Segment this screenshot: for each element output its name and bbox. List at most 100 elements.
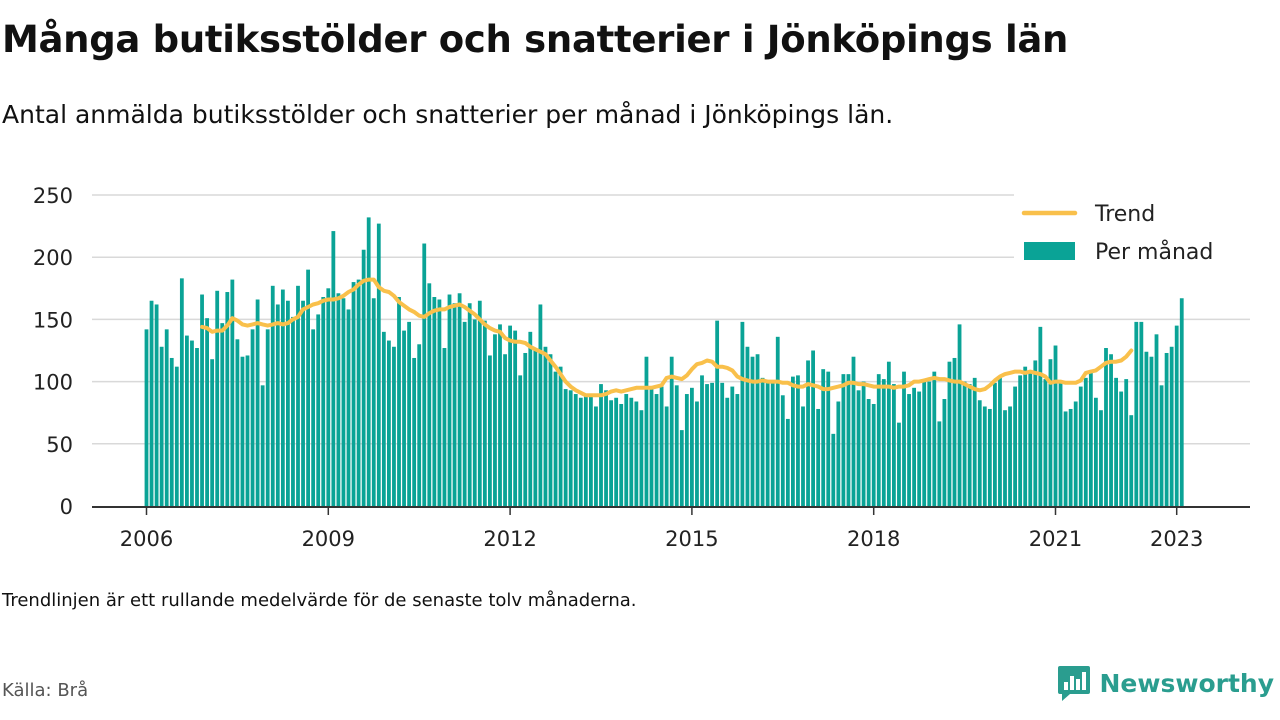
bar — [629, 397, 634, 506]
bar — [1114, 377, 1118, 506]
y-tick-label: 200 — [33, 246, 73, 270]
bar — [397, 297, 401, 506]
trend-series — [200, 277, 1134, 398]
bar — [250, 329, 255, 506]
brand-logo[interactable]: Newsworthy — [1056, 664, 1274, 702]
bar — [154, 304, 159, 506]
bar — [811, 350, 815, 506]
bar — [831, 433, 836, 506]
bar — [664, 406, 669, 506]
bar — [563, 389, 568, 506]
x-tick-label: 2015 — [665, 527, 718, 551]
bar — [306, 269, 310, 506]
bar — [780, 395, 785, 506]
bar — [205, 318, 209, 506]
bar — [902, 371, 906, 506]
bar — [998, 377, 1002, 506]
bar — [513, 330, 518, 506]
bar — [503, 354, 507, 506]
bar — [730, 386, 735, 506]
bar — [311, 329, 316, 506]
bar — [1068, 408, 1073, 506]
bar — [1033, 360, 1038, 506]
bar — [917, 391, 922, 506]
bar — [861, 381, 866, 506]
bar — [149, 300, 154, 506]
bar — [1124, 379, 1129, 506]
bar — [760, 377, 765, 506]
bar — [1139, 321, 1144, 506]
bar — [371, 298, 376, 506]
bar — [1159, 385, 1164, 506]
bar — [1018, 375, 1023, 506]
bar — [922, 379, 927, 506]
bar — [1129, 415, 1134, 506]
bar — [684, 394, 689, 506]
bar — [528, 331, 533, 506]
bar — [821, 369, 826, 506]
bar — [770, 381, 775, 506]
bar — [553, 371, 558, 506]
bar — [543, 346, 548, 506]
bar — [1164, 352, 1169, 506]
bar — [1144, 351, 1149, 506]
bar — [1094, 397, 1098, 506]
x-tick-label: 2009 — [302, 527, 355, 551]
bar — [715, 320, 720, 506]
bar — [442, 348, 447, 506]
bar — [376, 223, 381, 506]
bar — [987, 408, 992, 506]
bar — [674, 385, 679, 506]
bar — [301, 300, 305, 506]
bar — [1008, 406, 1012, 506]
bar — [907, 394, 911, 506]
newsworthy-logo-icon — [1057, 666, 1090, 701]
chart-area: 0 50 100 150 200 250 2006 2009 2012 2015 2018 2021… — [33, 184, 1250, 551]
bar — [1003, 410, 1007, 506]
x-tick-label: 2021 — [1029, 527, 1082, 551]
bar — [159, 346, 164, 506]
bar — [482, 320, 487, 506]
bar — [144, 329, 149, 506]
bar — [927, 381, 932, 506]
bar — [179, 278, 184, 506]
bar — [791, 376, 795, 506]
bar — [1073, 401, 1078, 506]
bar — [452, 303, 457, 506]
bar — [402, 330, 406, 506]
bar — [993, 382, 997, 506]
bar — [169, 357, 174, 506]
bar — [291, 316, 295, 506]
bar — [1043, 379, 1048, 506]
bar — [568, 390, 573, 506]
bar — [296, 285, 300, 506]
bar — [851, 356, 856, 506]
bar — [841, 374, 846, 506]
x-tick-label: 2012 — [483, 527, 536, 551]
bar — [1058, 381, 1063, 506]
bar — [336, 293, 341, 506]
bar — [962, 381, 967, 506]
bar — [467, 303, 472, 506]
bar — [220, 323, 225, 506]
bar — [775, 336, 780, 506]
bar — [912, 387, 916, 506]
bar — [801, 406, 805, 506]
bar — [982, 406, 987, 506]
bar — [725, 397, 730, 506]
bar — [215, 290, 220, 506]
bar — [876, 374, 881, 506]
bar — [695, 401, 699, 506]
bar — [351, 282, 356, 506]
bar — [437, 299, 442, 506]
bar — [548, 354, 553, 506]
bar — [755, 354, 760, 506]
bar — [235, 339, 240, 506]
bar — [538, 304, 543, 506]
bar — [164, 329, 169, 506]
bar — [1083, 377, 1088, 506]
bar — [745, 346, 750, 506]
bar — [952, 357, 957, 506]
bar — [1053, 345, 1058, 506]
bar — [1149, 356, 1154, 506]
